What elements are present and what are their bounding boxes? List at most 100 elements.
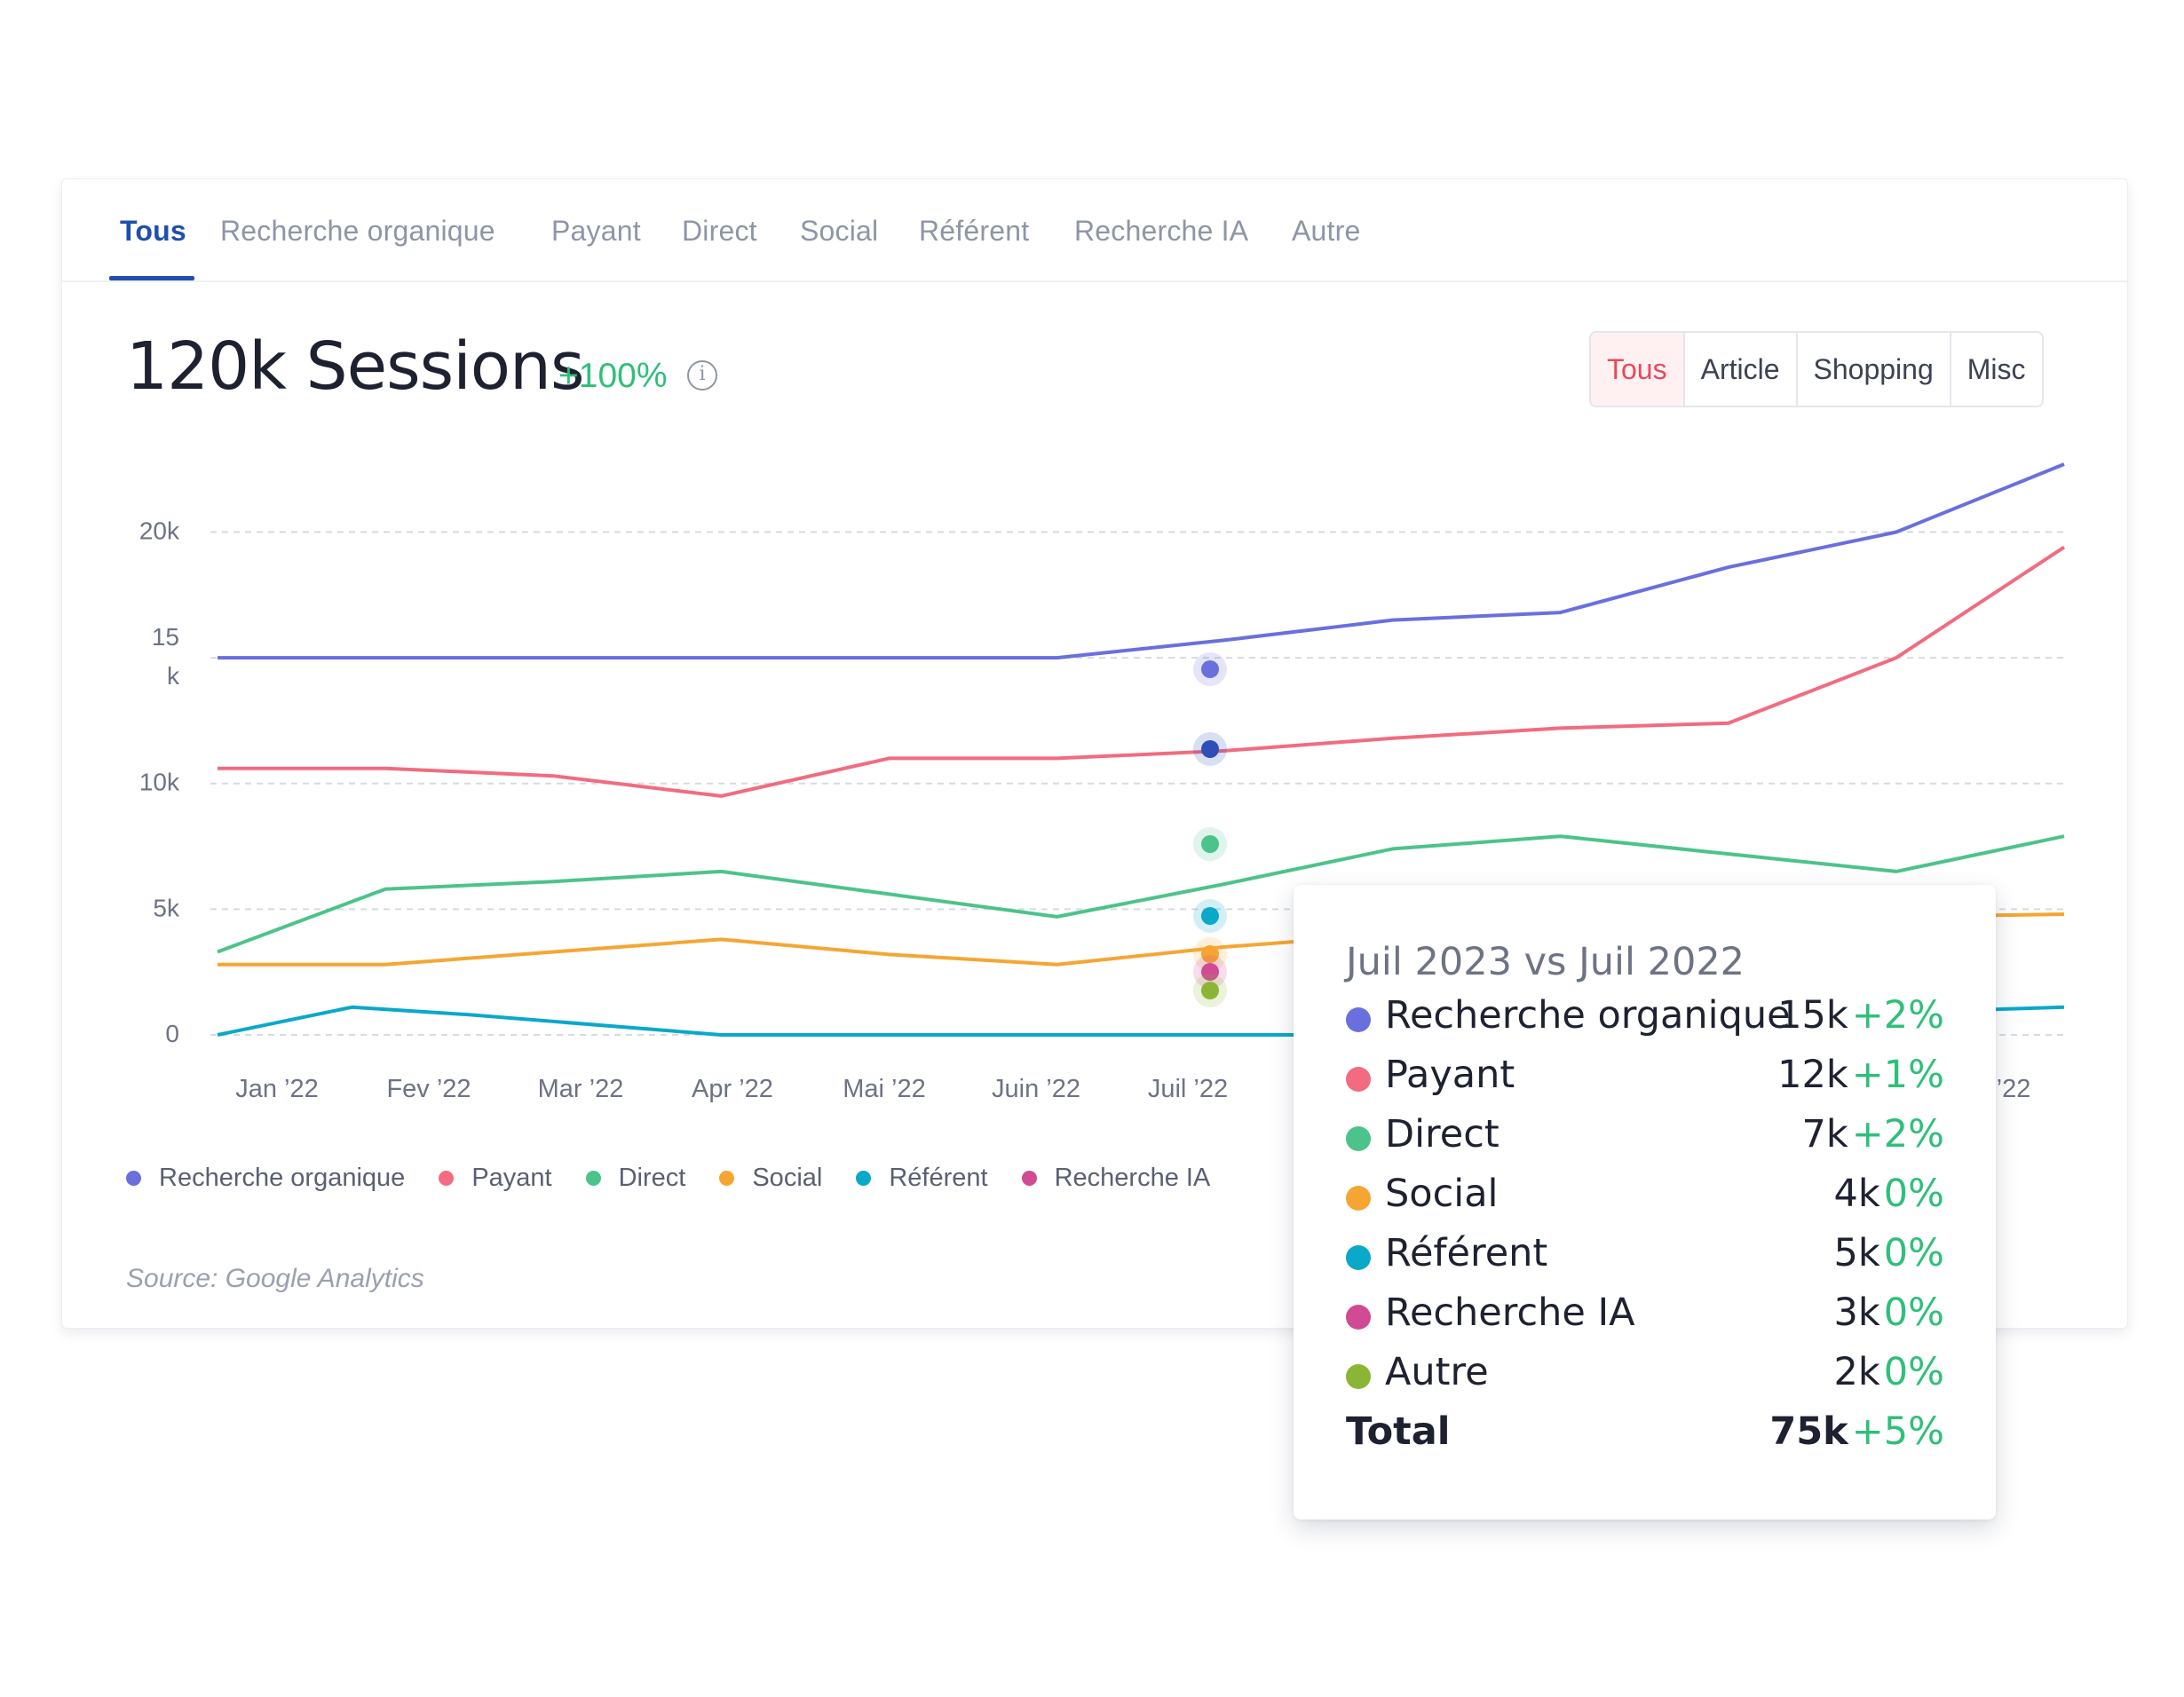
tooltip-total-row: Total 75k+5%	[1346, 1409, 1944, 1459]
tooltip-row-value: 5k	[1833, 1231, 1880, 1275]
hover-marker	[1201, 907, 1219, 925]
tooltip-row-change: 0%	[1883, 1291, 1944, 1335]
tooltip-row-change: +1%	[1851, 1053, 1944, 1097]
series-dot	[1346, 1245, 1371, 1270]
legend-dot	[856, 1171, 872, 1186]
channel-tabs: Tous Recherche organique Payant Direct S…	[62, 179, 2127, 282]
analytics-card: Tous Recherche organique Payant Direct S…	[61, 178, 2128, 1329]
data-source-note: Source: Google Analytics	[126, 1264, 424, 1293]
chart-legend: Recherche organique Payant Direct Social…	[126, 1164, 1244, 1193]
x-tick-label: Jan ’22	[235, 1075, 319, 1103]
hover-marker	[1201, 740, 1219, 758]
filter-misc-button[interactable]: Misc	[1949, 333, 2042, 406]
tooltip-row-label: Direct	[1385, 1112, 1500, 1156]
tooltip-row: Direct 7k+2%	[1346, 1112, 1944, 1162]
x-tick-label: Juin ’22	[992, 1075, 1080, 1103]
tooltip-row: Social 4k0%	[1346, 1172, 1944, 1221]
tooltip-row-label: Recherche IA	[1385, 1291, 1635, 1335]
tooltip-row-value: 7k	[1801, 1112, 1848, 1156]
x-tick-label: Mai ’22	[843, 1075, 926, 1103]
hover-marker	[1201, 660, 1219, 678]
tooltip-row: Recherche IA 3k0%	[1346, 1291, 1944, 1340]
y-tick-label: 0	[165, 1020, 179, 1047]
series-dot	[1346, 1126, 1371, 1151]
y-tick-label: 15	[152, 623, 179, 651]
tooltip-row: Référent 5k0%	[1346, 1231, 1944, 1281]
tooltip-total-label: Total	[1346, 1409, 1451, 1454]
sessions-change: +100%	[558, 357, 668, 395]
tooltip-row: Autre 2k0%	[1346, 1350, 1944, 1400]
tooltip-row-change: 0%	[1883, 1350, 1944, 1394]
series-dot	[1346, 1007, 1371, 1032]
series-line	[218, 462, 2065, 660]
x-tick-label: Juil ’22	[1148, 1075, 1228, 1103]
y-tick-label: 20k	[139, 517, 180, 544]
legend-item[interactable]: Direct	[585, 1164, 686, 1193]
legend-dot	[719, 1171, 735, 1186]
legend-item[interactable]: Référent	[856, 1164, 988, 1193]
legend-item[interactable]: Payant	[439, 1164, 552, 1193]
legend-item[interactable]: Social	[719, 1164, 822, 1193]
tab-social[interactable]: Social	[800, 215, 879, 247]
tooltip-row-label: Payant	[1385, 1053, 1515, 1097]
legend-dot	[126, 1171, 141, 1186]
legend-label: Référent	[889, 1164, 988, 1192]
tooltip-total-value: 75k	[1769, 1409, 1848, 1454]
hover-marker	[1201, 945, 1219, 963]
active-tab-indicator	[109, 276, 194, 280]
legend-label: Recherche IA	[1054, 1164, 1211, 1192]
y-tick-label: 10k	[139, 769, 180, 796]
tooltip-row-change: 0%	[1883, 1172, 1944, 1216]
x-tick-label: Mar ’22	[538, 1075, 624, 1103]
tooltip-row-label: Référent	[1385, 1231, 1548, 1275]
hover-marker	[1201, 963, 1219, 981]
series-dot	[1346, 1067, 1371, 1092]
x-tick-label: Apr ’22	[692, 1075, 773, 1103]
hover-marker	[1201, 982, 1219, 999]
filter-article-button[interactable]: Article	[1682, 333, 1796, 406]
legend-dot	[1021, 1171, 1037, 1186]
sessions-total: 120k Sessions	[126, 328, 585, 405]
tooltip-row-value: 15k	[1777, 993, 1848, 1038]
y-tick-label: 5k	[153, 894, 180, 921]
tooltip-total-change: +5%	[1851, 1409, 1944, 1454]
tooltip-row-label: Social	[1385, 1172, 1499, 1216]
series-line	[217, 834, 2065, 954]
tab-referent[interactable]: Référent	[919, 215, 1030, 247]
legend-label: Social	[752, 1164, 823, 1192]
tab-tous[interactable]: Tous	[120, 215, 186, 247]
chart-tooltip: Juil 2023 vs Juil 2022 Recherche organiq…	[1294, 885, 1996, 1519]
info-icon[interactable]: i	[687, 360, 717, 391]
tooltip-row-change: +2%	[1851, 1112, 1944, 1156]
x-tick-label: Fev ’22	[386, 1075, 471, 1103]
tooltip-row-label: Autre	[1385, 1350, 1489, 1394]
tab-autre[interactable]: Autre	[1292, 215, 1361, 247]
legend-label: Recherche organique	[159, 1164, 406, 1192]
legend-label: Payant	[471, 1164, 552, 1192]
series-dot	[1346, 1364, 1371, 1389]
series-dot	[1346, 1305, 1371, 1330]
tab-payant[interactable]: Payant	[551, 215, 641, 247]
hover-marker	[1201, 835, 1219, 853]
y-tick-label: k	[167, 662, 180, 690]
tooltip-row-change: +2%	[1851, 993, 1944, 1038]
tab-direct[interactable]: Direct	[682, 215, 757, 247]
filter-tous-button[interactable]: Tous	[1591, 333, 1683, 406]
legend-dot	[439, 1171, 455, 1186]
tooltip-row: Recherche organique 15k+2%	[1346, 993, 1944, 1043]
legend-dot	[585, 1171, 601, 1186]
tab-recherche-organique[interactable]: Recherche organique	[220, 215, 495, 247]
tooltip-row: Payant 12k+1%	[1346, 1053, 1944, 1102]
content-filter: Tous Article Shopping Misc	[1589, 331, 2044, 407]
filter-shopping-button[interactable]: Shopping	[1795, 333, 1950, 406]
series-dot	[1346, 1186, 1371, 1211]
legend-item[interactable]: Recherche IA	[1021, 1164, 1211, 1193]
series-line	[218, 545, 2066, 798]
tooltip-row-value: 3k	[1833, 1291, 1880, 1335]
tab-recherche-ia[interactable]: Recherche IA	[1074, 215, 1249, 247]
x-tick-label: ’22	[1997, 1075, 2031, 1103]
legend-item[interactable]: Recherche organique	[126, 1164, 405, 1193]
tooltip-row-value: 12k	[1777, 1053, 1848, 1097]
legend-label: Direct	[618, 1164, 686, 1192]
tooltip-row-value: 2k	[1833, 1350, 1880, 1394]
